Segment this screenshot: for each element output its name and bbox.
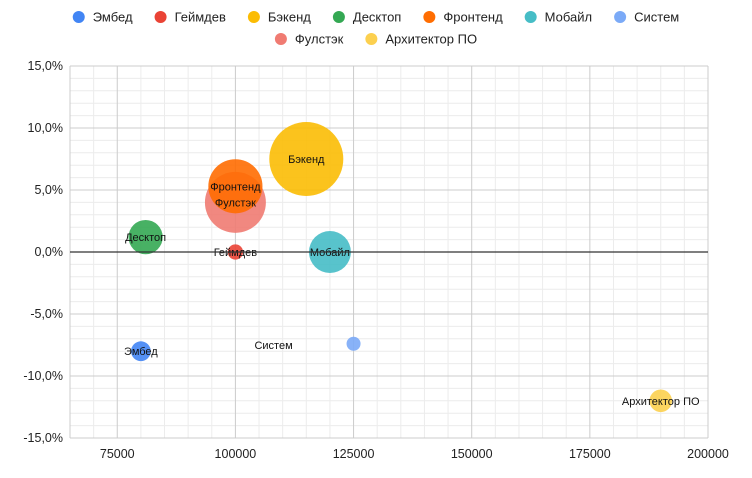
bubble-4 [208,159,263,214]
legend-marker-6 [614,11,627,23]
legend-label-3: Десктоп [353,10,401,25]
y-tick-label: -15,0% [23,431,63,445]
bubble-6 [346,336,361,351]
bubble-label-7: Фулстэк [215,197,256,209]
legend-marker-4 [423,11,436,23]
y-tick-label: 0,0% [35,245,64,259]
x-tick-label: 75000 [100,447,135,461]
bubble-label-3: Десктоп [125,232,166,244]
y-tick-label: -10,0% [23,369,63,383]
axes: 15,0% 10,0% 5,0% 0,0% -5,0% -10,0% -15,0% 75000… [23,59,729,461]
y-tick-label: 5,0% [35,183,64,197]
legend-marker-3 [332,11,345,23]
legend-marker-5 [524,11,537,23]
legend-marker-2 [247,11,260,23]
bubble-0 [131,341,151,362]
legend-label-7: Фулстэк [295,32,344,47]
bubble-2 [269,122,344,196]
bubble-label-6: Систем [254,340,292,352]
y-tick-label: 15,0% [28,59,63,73]
x-tick-label: 125000 [333,447,375,461]
y-tick-label: -5,0% [30,307,63,321]
legend-marker-7 [274,33,287,45]
bubble-label-8: Архитектор ПО [622,396,700,408]
legend-label-8: Архитектор ПО [385,32,477,47]
legend-label-2: Бэкенд [268,10,311,25]
bubble-label-4: Фронтенд [210,181,261,193]
legend-marker-1 [154,11,167,23]
bubble-3 [128,219,163,255]
legend: Эмбед Геймдев Бэкенд Десктоп Фронтенд Мобайл С… [72,10,679,47]
bubble-label-5: Мобайл [310,247,350,259]
x-tick-label: 150000 [451,447,493,461]
x-tick-label: 100000 [215,447,257,461]
x-tick-label: 200000 [687,447,729,461]
bubble-label-2: Бэкенд [288,154,325,166]
legend-label-5: Мобайл [545,10,592,25]
legend-label-0: Эмбед [93,10,133,25]
bubbles: Эмбед Геймдев Бэкенд Десктоп Фронтенд Мобайл С… [124,122,700,413]
legend-label-1: Геймдев [175,10,226,25]
legend-marker-0 [72,11,85,23]
bubble-label-0: Эмбед [124,346,158,358]
legend-label-6: Систем [634,10,679,25]
legend-label-4: Фронтенд [443,10,503,25]
y-tick-label: 10,0% [28,121,63,135]
bubble-label-1: Геймдев [214,247,258,259]
legend-marker-8 [365,33,378,45]
x-tick-label: 175000 [569,447,611,461]
bubble-8 [649,389,673,413]
